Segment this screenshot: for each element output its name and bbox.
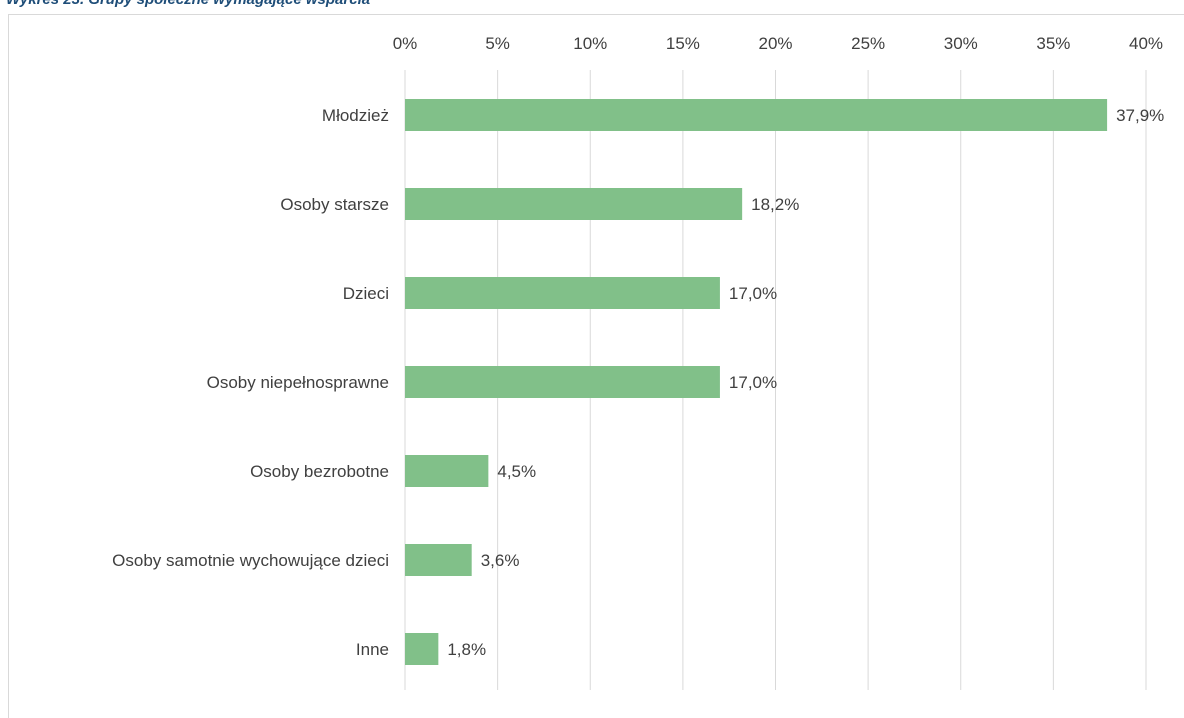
- data-label: 18,2%: [751, 195, 799, 214]
- data-label: 17,0%: [729, 284, 777, 303]
- bar: [405, 633, 439, 665]
- data-label: 37,9%: [1116, 106, 1164, 125]
- bar: [405, 455, 489, 487]
- x-tick-label: 5%: [485, 34, 510, 53]
- x-tick-label: 25%: [851, 34, 885, 53]
- data-label: 3,6%: [481, 551, 520, 570]
- data-label: 1,8%: [447, 640, 486, 659]
- category-label: Osoby bezrobotne: [250, 462, 389, 481]
- category-label: Młodzież: [322, 106, 389, 125]
- category-label: Osoby niepełnosprawne: [207, 373, 389, 392]
- x-tick-label: 35%: [1036, 34, 1070, 53]
- data-label: 17,0%: [729, 373, 777, 392]
- bars: [405, 99, 1108, 665]
- x-tick-label: 20%: [758, 34, 792, 53]
- bar: [405, 277, 720, 309]
- value-labels: 37,9% 18,2% 17,0% 17,0% 4,5% 3,6% 1,8%: [447, 106, 1164, 659]
- chart-caption: Wykres 23. Grupy społeczne wymagające ws…: [6, 0, 370, 8]
- data-label: 4,5%: [497, 462, 536, 481]
- x-tick-label: 10%: [573, 34, 607, 53]
- bar: [405, 544, 472, 576]
- category-labels: Młodzież Osoby starsze Dzieci Osoby niepełn…: [112, 106, 389, 659]
- category-label: Dzieci: [343, 284, 389, 303]
- category-label: Osoby samotnie wychowujące dzieci: [112, 551, 389, 570]
- chart-frame: [8, 14, 1184, 718]
- category-label: Inne: [356, 640, 389, 659]
- x-tick-label: 0%: [393, 34, 418, 53]
- x-tick-label: 30%: [944, 34, 978, 53]
- bar: [405, 366, 720, 398]
- category-label: Osoby starsze: [280, 195, 389, 214]
- bar: [405, 99, 1108, 131]
- x-axis-tick-labels: 0% 5% 10% 15% 20% 25% 30% 35% 40%: [393, 34, 1163, 53]
- bar: [405, 188, 743, 220]
- x-tick-label: 40%: [1129, 34, 1163, 53]
- x-tick-label: 15%: [666, 34, 700, 53]
